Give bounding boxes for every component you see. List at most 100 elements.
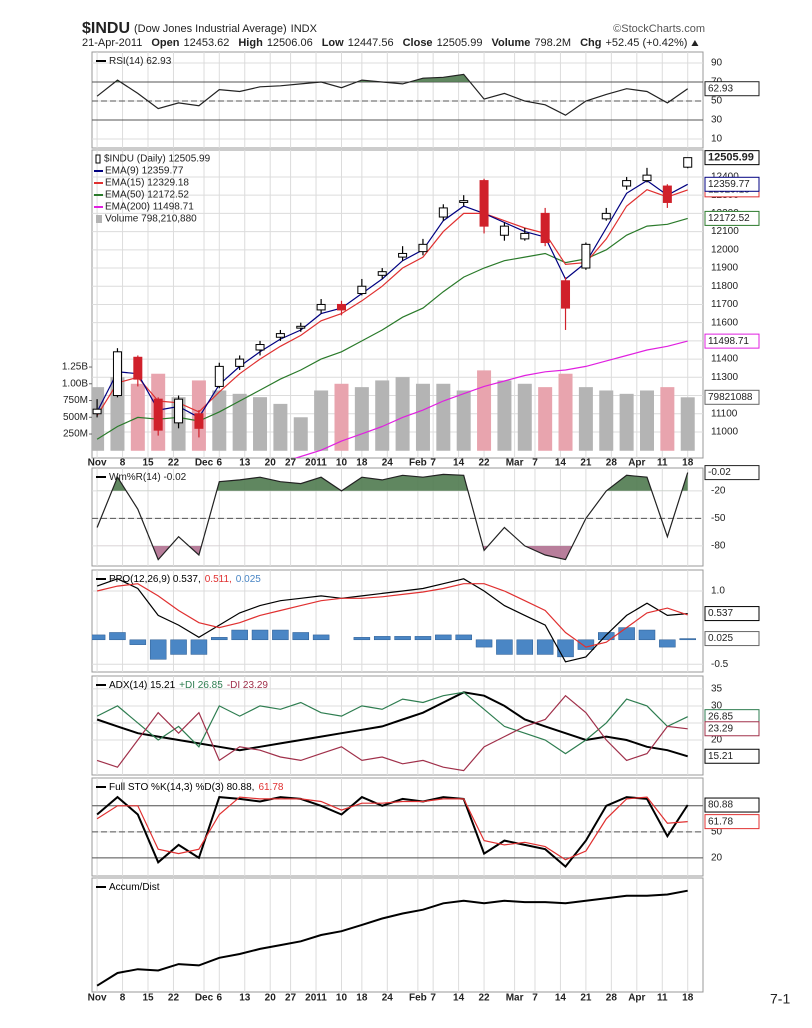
volume-bar [660, 387, 675, 451]
histogram-bar [536, 639, 554, 655]
symbol: $INDU [82, 20, 130, 37]
histogram-bar [272, 629, 289, 641]
panel-frame [91, 877, 704, 993]
panel-plot [92, 570, 703, 672]
histogram-bar [557, 639, 574, 658]
candle-body [255, 344, 265, 351]
y-tick-label: 20 [711, 853, 723, 864]
candle-body [357, 285, 367, 295]
histogram-bar [92, 634, 106, 641]
y-tick-label: 11400 [711, 354, 739, 365]
value-tag-box [704, 631, 760, 647]
y-tick-label: 12100 [711, 226, 739, 237]
volume-bar [212, 390, 227, 451]
x-tick-label: 2011 [305, 993, 327, 1004]
candle-body [662, 185, 672, 203]
x-tick-label: 18 [356, 993, 368, 1004]
x-tick-label: 13 [239, 458, 251, 469]
candle-body [479, 180, 489, 227]
legend-label: EMA(9) 12359.77 [105, 166, 184, 177]
x-tick-label: 14 [555, 458, 567, 469]
x-tick-label: 22 [168, 458, 180, 469]
legend-candle [95, 154, 101, 164]
y2-tick-label: 500M [63, 412, 88, 423]
x-tick-label: 27 [285, 458, 297, 469]
y-tick-label: 30 [711, 115, 723, 126]
y-tick-label: 30 [711, 701, 723, 712]
legend-swatch [96, 215, 102, 223]
x-tick-label: 15 [142, 993, 154, 1004]
x-tick-label: 20 [265, 458, 277, 469]
y-tick-label: 11300 [711, 372, 739, 383]
value-tag-box [704, 721, 760, 737]
series-line [96, 583, 688, 648]
panel-plot [92, 468, 703, 566]
value-tag: 0.537 [708, 608, 733, 619]
x-tick-label: 6 [217, 458, 223, 469]
x-tick-label: 10 [336, 993, 348, 1004]
candle-body [377, 271, 387, 276]
panel-plot [92, 150, 703, 458]
up-arrow [691, 40, 699, 46]
histogram-bar [292, 632, 310, 641]
x-tick-label: 18 [682, 993, 694, 1004]
volume-bar [395, 377, 410, 451]
candle-body [601, 212, 611, 220]
histogram-bar [149, 639, 167, 660]
volume-bar [599, 390, 614, 451]
x-tick-label: 14 [453, 993, 465, 1004]
value-tag: 11498.71 [708, 336, 749, 347]
title-part: Accum/Dist [109, 882, 160, 893]
histogram-bar [435, 634, 452, 641]
panel-title: ADX(14) 15.21 +DI 26.85 -DI 23.29 [109, 680, 268, 691]
y-tick-label: 1.0 [711, 586, 725, 597]
x-tick-label: 18 [356, 458, 368, 469]
candle-body [398, 252, 408, 258]
candle-body [561, 280, 571, 309]
x-tick-label: Apr [628, 458, 645, 469]
x-tick-label: 10 [336, 458, 348, 469]
series-line [96, 472, 689, 561]
value-tag-box [704, 606, 760, 622]
value-tag: 12359.77 [708, 179, 750, 190]
x-tick-label: 21 [580, 993, 592, 1004]
x-tick-label: 27 [285, 993, 297, 1004]
header-title: $INDU (Dow Jones Industrial Average) INDX [82, 20, 318, 37]
legend-label: $INDU (Daily) 12505.99 [104, 154, 211, 165]
y-tick-label: 11000 [711, 427, 739, 438]
quote-value: 798.2M [534, 37, 571, 49]
candle-body [622, 180, 632, 187]
x-tick-label: 8 [120, 458, 126, 469]
x-tick-label: 2011 [305, 458, 327, 469]
histogram-bar [496, 639, 513, 655]
value-tag-box [704, 150, 760, 166]
quote-value: 12506.06 [267, 37, 313, 49]
x-tick-label: 8 [120, 993, 126, 1004]
histogram-bar [577, 639, 595, 650]
quote-label: Chg [580, 37, 601, 49]
volume-bar [375, 380, 390, 451]
value-tag-box [704, 814, 760, 830]
volume-bar [497, 380, 512, 451]
quote-label: Open [151, 37, 179, 49]
volume-bar [639, 390, 654, 451]
value-tag: 12505.99 [708, 152, 754, 164]
legend-label: EMA(50) 12172.52 [105, 190, 189, 201]
value-tag: 0.025 [708, 633, 733, 644]
volume-bar [253, 397, 268, 451]
candle-body [153, 398, 163, 431]
title-part: -DI 23.29 [227, 680, 269, 691]
legend-label: EMA(15) 12329.18 [105, 178, 189, 189]
value-tag: 79821088 [708, 392, 753, 403]
candle-body [459, 200, 469, 203]
value-tag-box [704, 748, 760, 764]
x-tick-label: 22 [168, 993, 180, 1004]
y-tick-label: 50 [711, 827, 723, 838]
y-tick-label: 20 [711, 735, 723, 746]
y2-tick-label: 1.00B [62, 378, 88, 389]
volume-bar [680, 397, 695, 451]
panel-plot [92, 52, 703, 148]
histogram-bar [353, 637, 371, 641]
symbol-name: (Dow Jones Industrial Average) [134, 23, 287, 35]
